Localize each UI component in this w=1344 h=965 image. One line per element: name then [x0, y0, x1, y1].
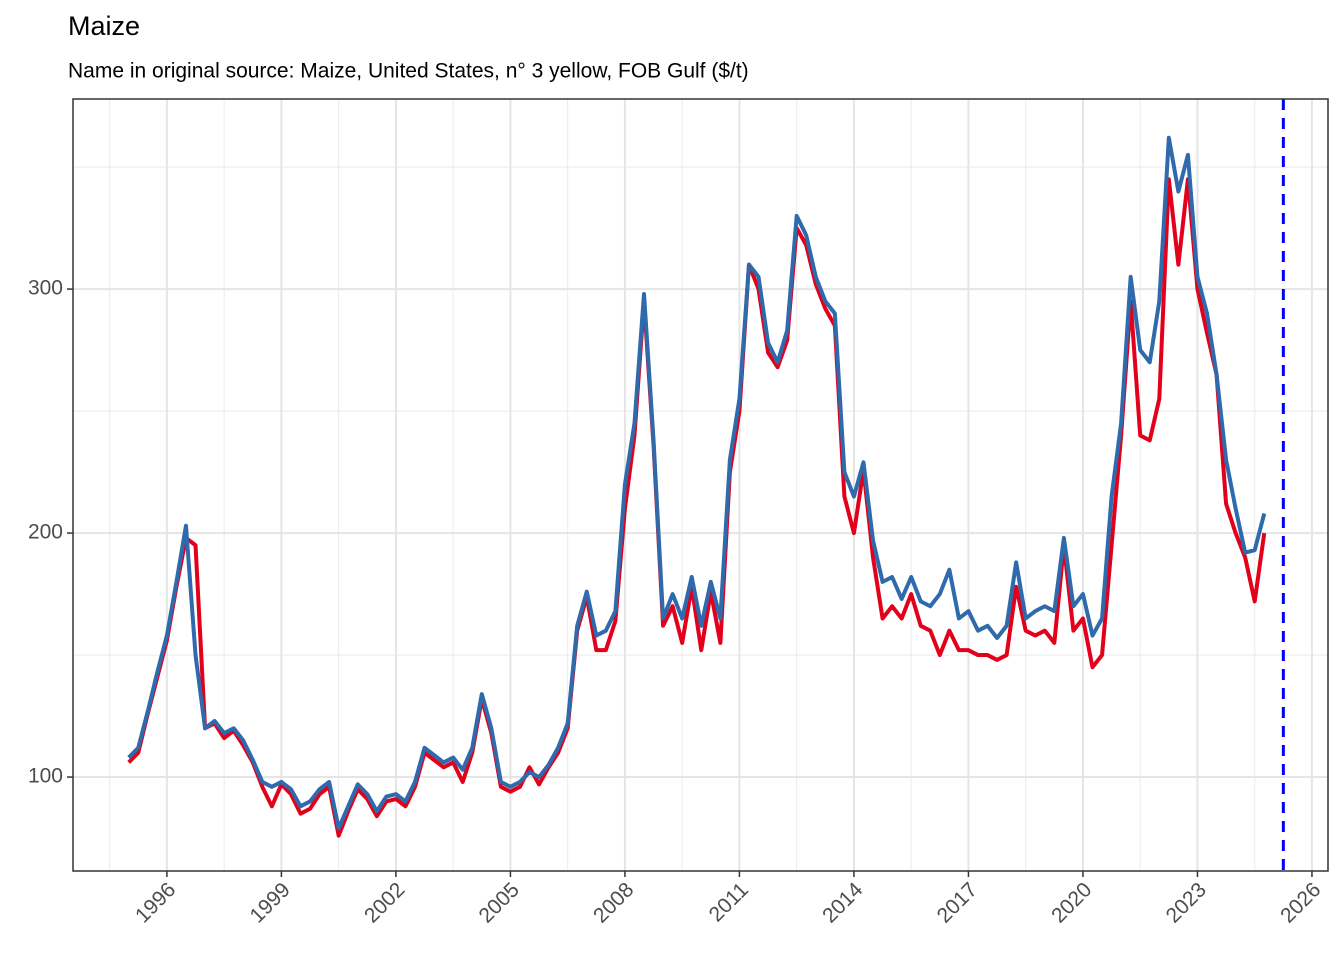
x-tick-label: 2011 — [705, 878, 753, 926]
x-tick-label: 2014 — [818, 878, 868, 928]
series-line — [127, 177, 1267, 838]
x-tick-label: 2002 — [360, 878, 409, 927]
chart-title: Maize — [68, 11, 140, 41]
y-tick-label: 300 — [28, 277, 63, 300]
x-tick-label: 2008 — [589, 878, 638, 927]
x-tick-label: 2020 — [1047, 878, 1096, 927]
x-tick-label: 1999 — [246, 878, 295, 927]
series-line — [127, 135, 1267, 831]
x-tick-label: 2026 — [1276, 878, 1325, 927]
y-tick-label: 200 — [28, 521, 63, 544]
x-tick-label: 2005 — [475, 878, 524, 927]
x-tick-label: 2017 — [933, 878, 982, 927]
x-tick-label: 1996 — [131, 878, 180, 927]
y-tick-label: 100 — [28, 765, 63, 788]
plot-border — [72, 98, 1329, 872]
chart-subtitle: Name in original source: Maize, United S… — [68, 60, 749, 83]
x-tick-label: 2023 — [1162, 878, 1211, 927]
